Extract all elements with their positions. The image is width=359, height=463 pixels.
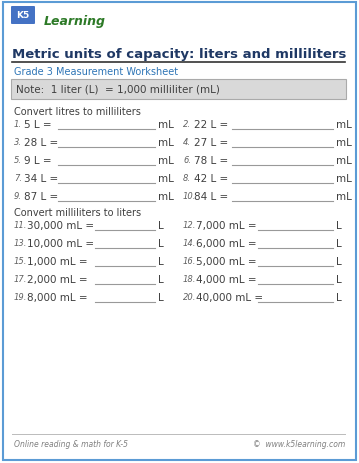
- Text: L: L: [336, 238, 342, 249]
- Text: 7.: 7.: [14, 174, 22, 182]
- Text: 19.: 19.: [14, 292, 27, 301]
- Text: 6.: 6.: [183, 156, 191, 165]
- Text: 2.: 2.: [183, 120, 191, 129]
- Text: Convert milliliters to liters: Convert milliliters to liters: [14, 207, 141, 218]
- Text: ©  www.k5learning.com: © www.k5learning.com: [253, 439, 345, 448]
- Text: 12.: 12.: [183, 220, 196, 230]
- Text: 13.: 13.: [14, 238, 27, 247]
- Text: 34 L =: 34 L =: [24, 174, 58, 184]
- Text: Online reading & math for K-5: Online reading & math for K-5: [14, 439, 128, 448]
- Text: 5,000 mL =: 5,000 mL =: [196, 257, 257, 266]
- Text: L: L: [158, 275, 164, 284]
- Text: 17.: 17.: [14, 275, 27, 283]
- Text: 7,000 mL =: 7,000 mL =: [196, 220, 257, 231]
- Text: 10,000 mL =: 10,000 mL =: [27, 238, 94, 249]
- Bar: [11, 80, 346, 100]
- Text: mL: mL: [158, 174, 174, 184]
- Text: 1.: 1.: [14, 120, 22, 129]
- Text: L: L: [336, 220, 342, 231]
- Text: mL: mL: [158, 120, 174, 130]
- Text: mL: mL: [336, 156, 352, 166]
- Text: 8.: 8.: [183, 174, 191, 182]
- Text: mL: mL: [158, 138, 174, 148]
- Text: 40,000 mL =: 40,000 mL =: [196, 292, 263, 302]
- Text: 6,000 mL =: 6,000 mL =: [196, 238, 257, 249]
- Text: 2,000 mL =: 2,000 mL =: [27, 275, 88, 284]
- Text: mL: mL: [336, 138, 352, 148]
- Text: 4.: 4.: [183, 138, 191, 147]
- Text: K5: K5: [17, 12, 30, 20]
- Text: L: L: [158, 220, 164, 231]
- Text: 28 L =: 28 L =: [24, 138, 58, 148]
- Text: 1,000 mL =: 1,000 mL =: [27, 257, 88, 266]
- Text: 14.: 14.: [183, 238, 196, 247]
- Text: Grade 3 Measurement Worksheet: Grade 3 Measurement Worksheet: [14, 67, 178, 77]
- Text: 78 L =: 78 L =: [194, 156, 228, 166]
- Text: L: L: [336, 292, 342, 302]
- Text: Note:  1 liter (L)  = 1,000 milliliter (mL): Note: 1 liter (L) = 1,000 milliliter (mL…: [16, 85, 220, 95]
- Text: 18.: 18.: [183, 275, 196, 283]
- Text: 16.: 16.: [183, 257, 196, 265]
- Text: 30,000 mL =: 30,000 mL =: [27, 220, 94, 231]
- Text: 84 L =: 84 L =: [194, 192, 228, 201]
- Text: mL: mL: [336, 120, 352, 130]
- Text: 5.: 5.: [14, 156, 22, 165]
- Text: 11.: 11.: [14, 220, 27, 230]
- Text: 42 L =: 42 L =: [194, 174, 228, 184]
- Text: mL: mL: [336, 192, 352, 201]
- Text: 9.: 9.: [14, 192, 22, 200]
- Text: L: L: [158, 238, 164, 249]
- Text: Learning: Learning: [44, 15, 106, 28]
- Text: L: L: [336, 275, 342, 284]
- Text: L: L: [336, 257, 342, 266]
- Text: mL: mL: [336, 174, 352, 184]
- Text: 20.: 20.: [183, 292, 196, 301]
- Text: 9 L =: 9 L =: [24, 156, 52, 166]
- Text: mL: mL: [158, 156, 174, 166]
- Text: 4,000 mL =: 4,000 mL =: [196, 275, 257, 284]
- Text: 3.: 3.: [14, 138, 22, 147]
- Text: 27 L =: 27 L =: [194, 138, 228, 148]
- Text: L: L: [158, 257, 164, 266]
- Text: Convert litres to milliliters: Convert litres to milliliters: [14, 107, 141, 117]
- Text: 10.: 10.: [183, 192, 196, 200]
- Text: mL: mL: [158, 192, 174, 201]
- Text: 8,000 mL =: 8,000 mL =: [27, 292, 88, 302]
- Text: 5 L =: 5 L =: [24, 120, 52, 130]
- Text: 22 L =: 22 L =: [194, 120, 228, 130]
- Text: 87 L =: 87 L =: [24, 192, 58, 201]
- FancyBboxPatch shape: [11, 7, 35, 25]
- Text: 15.: 15.: [14, 257, 27, 265]
- Text: L: L: [158, 292, 164, 302]
- Text: Metric units of capacity: liters and milliliters: Metric units of capacity: liters and mil…: [12, 48, 346, 61]
